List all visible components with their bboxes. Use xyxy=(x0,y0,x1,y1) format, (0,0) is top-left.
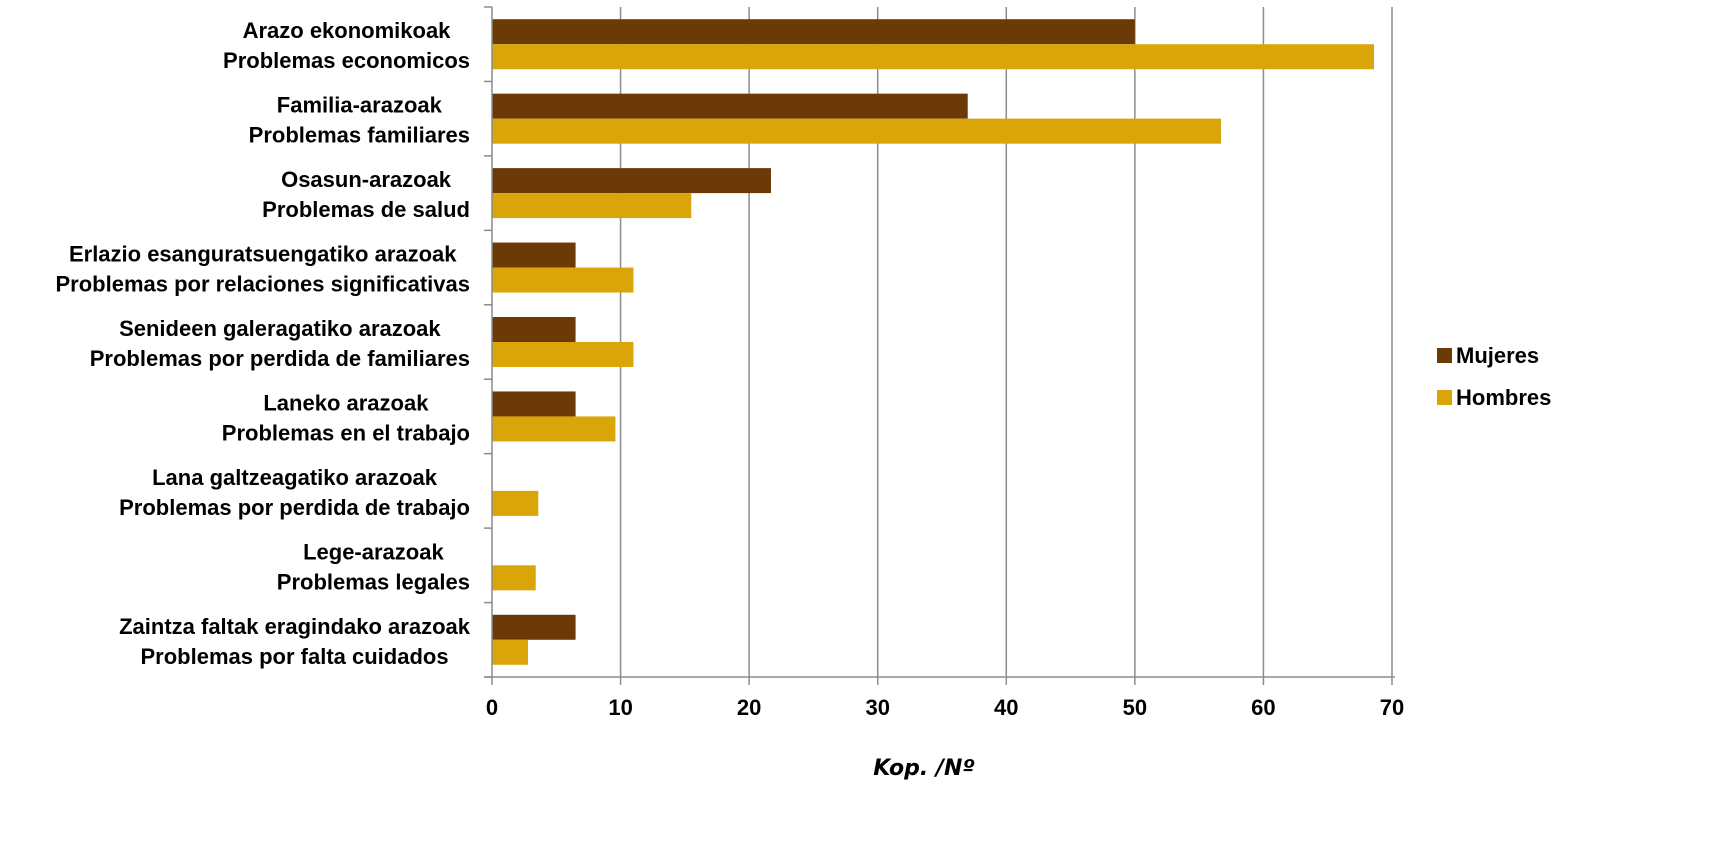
category-label: Laneko arazoak Problemas en el trabajo xyxy=(222,390,470,445)
x-tick-label: 0 xyxy=(486,695,498,720)
category-label: Zaintza faltak eragindako arazoak Problem… xyxy=(119,614,471,669)
bar-mujeres xyxy=(492,19,1135,45)
category-label: Lana galtzeagatiko arazoak Problemas por … xyxy=(119,465,470,520)
x-tick-label: 10 xyxy=(608,695,632,720)
category-label: Familia-arazoak Problemas familiares xyxy=(249,93,470,148)
axes xyxy=(484,6,1395,678)
bar-mujeres xyxy=(492,168,771,194)
bar-mujeres xyxy=(492,242,576,268)
category-labels: Arazo ekonomikoak Problemas economicos Fam… xyxy=(56,18,471,669)
legend: Mujeres Hombres xyxy=(1437,343,1551,410)
category-label: Osasun-arazoak Problemas de salud xyxy=(262,167,470,222)
legend-label-mujeres: Mujeres xyxy=(1456,343,1539,368)
x-tick-label: 70 xyxy=(1380,695,1404,720)
bar-hombres xyxy=(492,565,536,591)
x-axis-title: Kop. /Nº xyxy=(873,756,975,781)
bar-hombres xyxy=(492,416,616,442)
legend-swatch-hombres xyxy=(1437,390,1452,405)
legend-swatch-mujeres xyxy=(1437,348,1452,363)
bar-hombres xyxy=(492,490,539,516)
category-label: Erlazio esanguratsuengatiko arazoak Probl… xyxy=(56,242,471,297)
bar-mujeres xyxy=(492,317,576,342)
bar-mujeres xyxy=(492,614,576,640)
bar-mujeres xyxy=(492,391,576,417)
x-tick-label: 30 xyxy=(865,695,889,720)
legend-label-hombres: Hombres xyxy=(1456,385,1551,410)
bar-hombres xyxy=(492,118,1221,144)
x-tick-label: 50 xyxy=(1123,695,1147,720)
category-label: Arazo ekonomikoak Problemas economicos xyxy=(223,18,470,73)
bar-mujeres xyxy=(492,93,968,119)
category-label: Lege-arazoak Problemas legales xyxy=(277,539,470,594)
bar-hombres xyxy=(492,267,634,293)
x-tick-labels: 0 10 20 30 40 50 60 70 xyxy=(486,677,1404,720)
x-tick-label: 60 xyxy=(1251,695,1275,720)
x-tick-label: 20 xyxy=(737,695,761,720)
bar-hombres xyxy=(492,342,634,367)
bars xyxy=(492,19,1374,665)
x-tick-label: 40 xyxy=(994,695,1018,720)
category-label: Senideen galeragatiko arazoak Problemas p… xyxy=(90,316,470,371)
bar-hombres xyxy=(492,193,692,219)
bar-hombres xyxy=(492,639,528,665)
bar-hombres xyxy=(492,44,1374,70)
